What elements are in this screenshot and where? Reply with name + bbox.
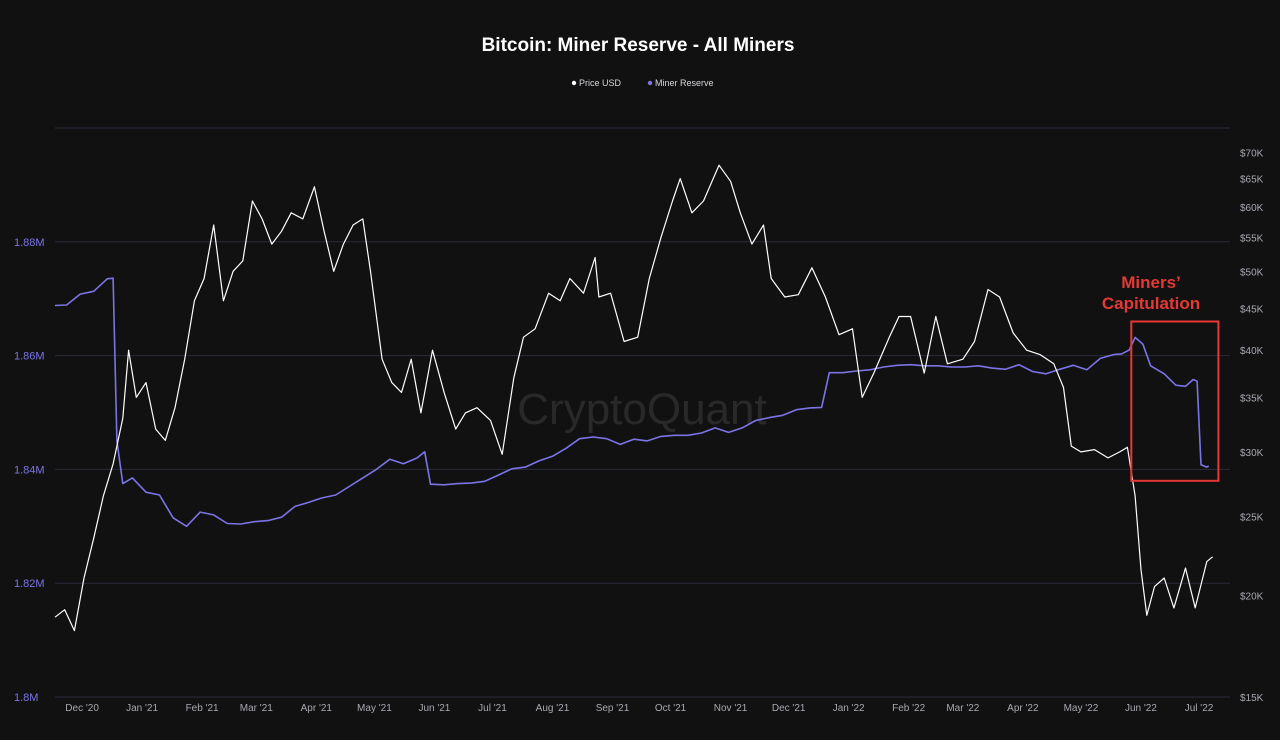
x-tick-label: Jun '21 <box>418 703 450 714</box>
y-tick-label-right: $55K <box>1240 234 1264 245</box>
x-tick-label: Mar '22 <box>946 703 979 714</box>
legend-label-miner-reserve[interactable]: Miner Reserve <box>655 78 714 88</box>
x-tick-label: May '22 <box>1064 703 1099 714</box>
x-tick-label: Mar '21 <box>240 703 273 714</box>
x-tick-label: Nov '21 <box>714 703 748 714</box>
chart-title: Bitcoin: Miner Reserve - All Miners <box>482 35 795 56</box>
x-tick-label: Apr '21 <box>301 703 333 714</box>
y-tick-label-right: $70K <box>1240 148 1264 159</box>
x-axis: Dec '20 Jan '21 Feb '21 Mar '21 Apr '21 May '… <box>65 703 1213 714</box>
x-tick-label: Aug '21 <box>536 703 570 714</box>
x-tick-label: Oct '21 <box>655 703 687 714</box>
y-tick-label-right: $35K <box>1240 393 1264 404</box>
y-axis-left: 1.8M 1.82M 1.84M 1.86M 1.88M <box>14 237 45 704</box>
y-axis-right: $15K $20K $25K $30K $35K $40K $45K $50K $55K $60K… <box>1240 148 1264 704</box>
legend-label-price[interactable]: Price USD <box>579 78 622 88</box>
y-tick-label-left: 1.88M <box>14 237 45 249</box>
y-tick-label-right: $60K <box>1240 203 1264 214</box>
x-tick-label: Feb '22 <box>892 703 925 714</box>
annotation-highlight-box <box>1130 320 1220 482</box>
x-tick-label: Dec '20 <box>65 703 99 714</box>
annotation-text-line-1: Miners’ <box>1121 273 1181 292</box>
y-tick-label-right: $50K <box>1240 267 1264 278</box>
y-tick-label-right: $45K <box>1240 305 1264 316</box>
legend: Price USD Miner Reserve <box>571 78 714 88</box>
x-tick-label: Jan '22 <box>833 703 865 714</box>
gridlines <box>55 127 1230 698</box>
y-tick-label-right: $15K <box>1240 693 1264 704</box>
y-tick-label-left: 1.8M <box>14 692 38 704</box>
y-tick-label-right: $20K <box>1240 591 1264 602</box>
x-tick-label: Feb '21 <box>186 703 219 714</box>
watermark: CryptoQuant <box>517 385 766 434</box>
y-tick-label-left: 1.84M <box>14 464 45 476</box>
y-tick-label-right: $25K <box>1240 512 1264 523</box>
x-tick-label: Sep '21 <box>596 703 630 714</box>
x-tick-label: Dec '21 <box>772 703 806 714</box>
y-tick-label-right: $65K <box>1240 175 1264 186</box>
y-tick-label-right: $40K <box>1240 346 1264 357</box>
x-tick-label: May '21 <box>357 703 392 714</box>
y-tick-label-left: 1.86M <box>14 351 45 363</box>
series-line-price-usd <box>54 164 1213 632</box>
series-line-miner-reserve <box>54 277 1210 528</box>
x-tick-label: Jan '21 <box>126 703 158 714</box>
legend-dot-price <box>571 80 577 86</box>
legend-dot-miner-reserve <box>647 80 653 86</box>
x-tick-label: Jun '22 <box>1125 703 1157 714</box>
annotation-miners-capitulation: Miners’ Capitulation <box>1102 273 1220 482</box>
x-tick-label: Jul '21 <box>478 703 507 714</box>
y-tick-label-left: 1.82M <box>14 578 45 590</box>
annotation-text-line-2: Capitulation <box>1102 294 1200 313</box>
y-tick-label-right: $30K <box>1240 448 1264 459</box>
x-tick-label: Jul '22 <box>1185 703 1214 714</box>
x-tick-label: Apr '22 <box>1007 703 1039 714</box>
